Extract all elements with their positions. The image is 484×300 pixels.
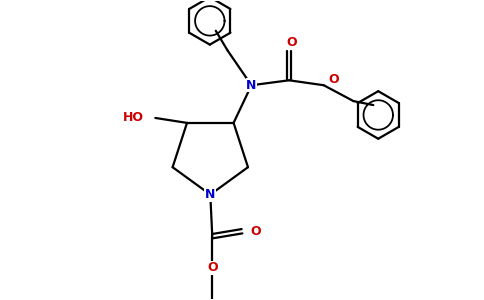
- Text: O: O: [329, 73, 339, 86]
- Text: O: O: [250, 225, 260, 238]
- Text: HO: HO: [122, 111, 143, 124]
- Text: N: N: [246, 79, 257, 92]
- Text: O: O: [207, 261, 218, 274]
- Text: O: O: [287, 36, 297, 49]
- Text: N: N: [205, 188, 215, 201]
